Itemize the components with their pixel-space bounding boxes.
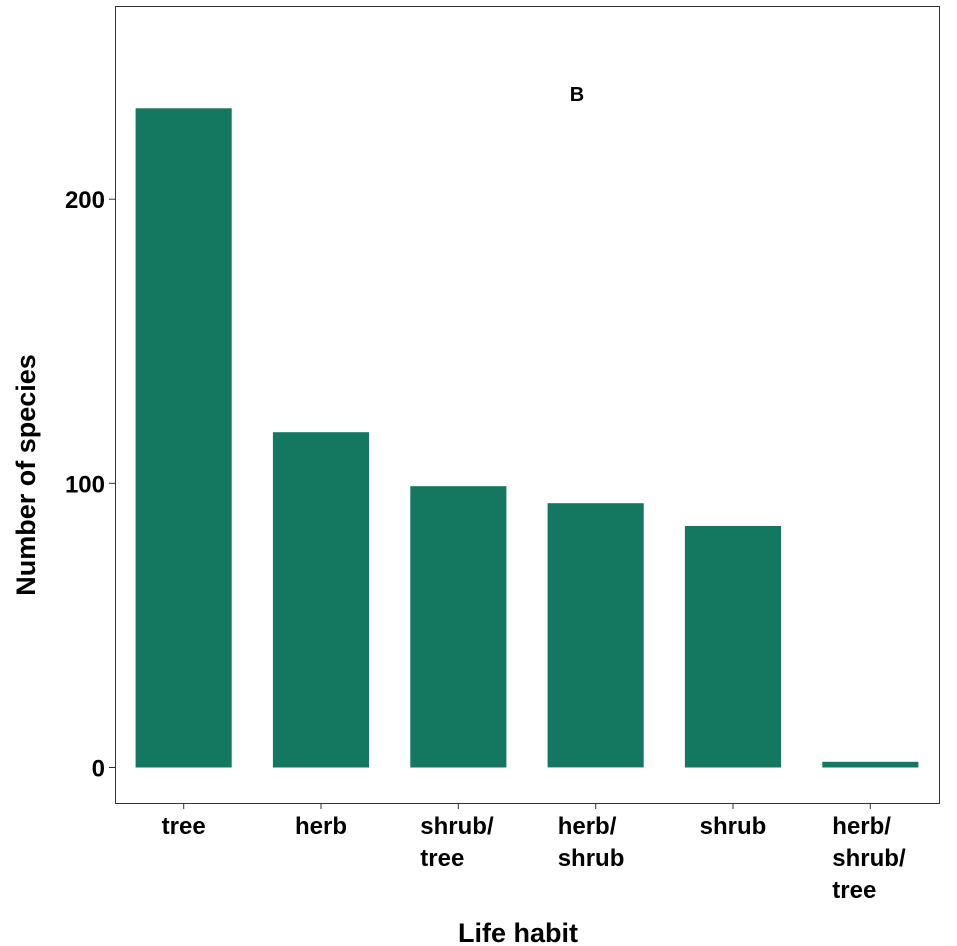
x-tick-label-6: herb/shrub/tree [832, 813, 906, 904]
x-tick-label-line: tree [832, 877, 876, 904]
y-tick-label-1: 0 [92, 756, 105, 783]
bar-5 [684, 526, 781, 768]
x-axis-title: Life habit [458, 918, 578, 946]
x-tick-label-2: herb [295, 813, 347, 840]
x-tick-label-line: herb/ [832, 813, 891, 840]
x-tick-label-line: shrub/ [832, 845, 906, 872]
x-tick-label-4: herb/shrub [558, 813, 625, 872]
y-axis-ticks: 0 100 200 [65, 187, 115, 783]
x-tick-label-5: shrub [700, 813, 767, 840]
x-tick-label-line: shrub [700, 813, 767, 840]
y-axis-title: Number of species [11, 354, 41, 596]
x-tick-label-3: shrub/tree [420, 813, 494, 872]
x-tick-label-line: shrub/ [420, 813, 494, 840]
plot-panel [115, 6, 940, 804]
bars [135, 108, 919, 768]
bar-3 [410, 486, 507, 768]
y-tick-label-3: 200 [65, 187, 105, 214]
x-tick-label-1: tree [162, 813, 206, 840]
bar-2 [272, 432, 369, 768]
panel-label: B [570, 84, 584, 106]
x-tick-label-line: herb [295, 813, 347, 840]
bar-4 [547, 503, 644, 768]
bar-6 [822, 761, 919, 768]
x-tick-label-line: tree [162, 813, 206, 840]
x-tick-label-line: tree [420, 845, 464, 872]
x-tick-label-line: herb/ [558, 813, 617, 840]
x-tick-label-line: shrub [558, 845, 625, 872]
y-tick-label-2: 100 [65, 471, 105, 498]
bar-1 [135, 108, 232, 768]
